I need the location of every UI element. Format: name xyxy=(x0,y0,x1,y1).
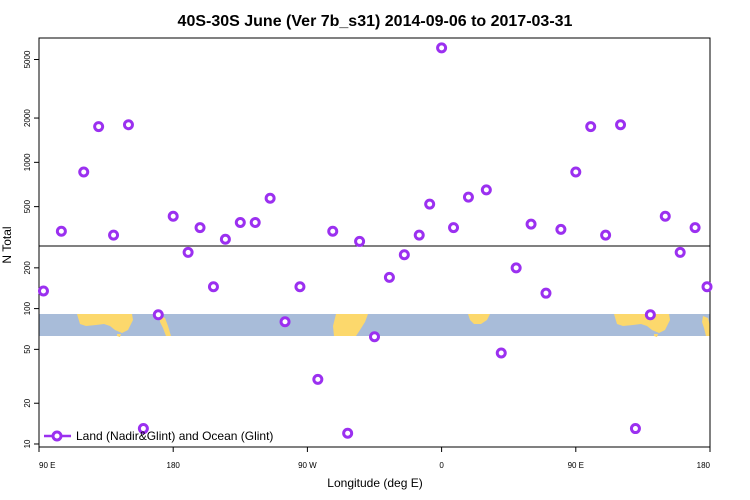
y-lower-tick-label: 200 xyxy=(23,261,32,275)
data-point xyxy=(37,285,49,297)
data-point xyxy=(93,121,105,133)
data-point xyxy=(540,287,552,299)
new-zealand-landmass-repeat xyxy=(702,316,710,336)
x-tick-label: 180 xyxy=(167,461,181,470)
data-point xyxy=(462,191,474,203)
data-point xyxy=(555,223,567,235)
ocean-band xyxy=(39,314,710,336)
chart-title: 40S-30S June (Ver 7b_s31) 2014-09-06 to … xyxy=(178,13,573,30)
data-point xyxy=(152,309,164,321)
map-strip xyxy=(39,314,710,337)
x-tick-label: 90 W xyxy=(298,461,317,470)
data-point xyxy=(644,309,656,321)
data-point xyxy=(600,229,612,241)
y-upper-tick-label: 5000 xyxy=(23,50,32,68)
data-point xyxy=(659,210,671,222)
data-point xyxy=(342,427,354,439)
new-zealand-landmass xyxy=(160,316,171,336)
data-point xyxy=(570,166,582,178)
data-point xyxy=(294,281,306,293)
data-point xyxy=(495,347,507,359)
tasmania-landmass xyxy=(117,334,121,337)
data-point xyxy=(55,225,67,237)
y-axis-lower: 10 20 50 100 200 xyxy=(23,261,39,448)
y-upper-tick-label: 2000 xyxy=(23,109,32,127)
data-point xyxy=(701,281,713,293)
data-point xyxy=(264,192,276,204)
x-axis: 90 E 180 90 W 0 90 E 180 xyxy=(38,447,711,470)
y-lower-tick-label: 100 xyxy=(23,301,32,315)
x-tick-label: 90 E xyxy=(568,461,584,470)
data-point xyxy=(234,217,246,229)
data-point xyxy=(480,184,492,196)
data-point xyxy=(510,262,522,274)
y-axis-label: N Total xyxy=(0,226,14,263)
x-tick-label: 90 E xyxy=(39,461,55,470)
tasmania-landmass-repeat xyxy=(654,334,658,337)
y-upper-tick-label: 500 xyxy=(23,199,32,213)
data-point xyxy=(398,249,410,261)
data-point xyxy=(249,217,261,229)
data-point xyxy=(674,246,686,258)
africa-landmass xyxy=(468,314,490,324)
data-point xyxy=(383,271,395,283)
data-point xyxy=(167,210,179,222)
data-point xyxy=(122,119,134,131)
australia-landmass xyxy=(77,314,133,333)
plot-frame xyxy=(38,37,711,448)
data-point xyxy=(219,233,231,245)
legend-label: Land (Nadir&Glint) and Ocean (Glint) xyxy=(76,429,273,443)
y-axis-upper: 500 1000 2000 5000 xyxy=(23,50,39,213)
legend-marker xyxy=(51,430,63,442)
y-lower-tick-label: 50 xyxy=(23,344,32,353)
data-point xyxy=(689,222,701,234)
x-axis-label: Longitude (deg E) xyxy=(327,476,422,490)
data-point xyxy=(525,218,537,230)
data-point xyxy=(108,229,120,241)
data-point xyxy=(448,222,460,234)
data-point xyxy=(327,225,339,237)
data-point xyxy=(194,222,206,234)
data-point xyxy=(585,121,597,133)
data-point xyxy=(182,246,194,258)
data-point xyxy=(629,423,641,435)
y-lower-tick-label: 10 xyxy=(23,439,32,448)
data-point xyxy=(615,119,627,131)
data-point xyxy=(424,198,436,210)
data-point xyxy=(137,423,149,435)
data-point xyxy=(279,316,291,328)
data-point xyxy=(413,229,425,241)
data-point xyxy=(312,373,324,385)
x-tick-label: 180 xyxy=(697,461,711,470)
south-america-landmass xyxy=(333,314,368,336)
y-lower-tick-label: 20 xyxy=(23,398,32,407)
data-point xyxy=(78,166,90,178)
australia-landmass-repeat xyxy=(614,314,670,333)
y-upper-tick-label: 1000 xyxy=(23,153,32,171)
data-point xyxy=(354,235,366,247)
legend: Land (Nadir&Glint) and Ocean (Glint) xyxy=(44,429,273,443)
data-point xyxy=(207,281,219,293)
data-point xyxy=(369,331,380,343)
data-points xyxy=(37,42,713,439)
x-tick-label: 0 xyxy=(439,461,444,470)
data-point xyxy=(436,42,448,54)
